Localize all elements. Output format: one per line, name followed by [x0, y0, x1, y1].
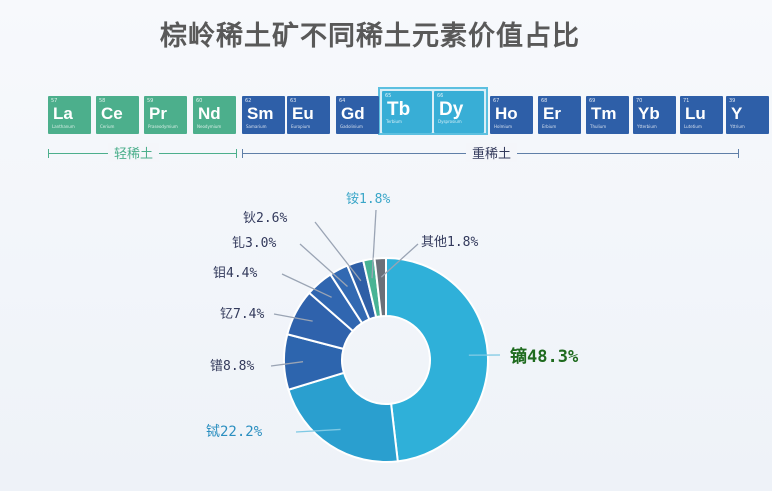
slice-label: 钼4.4%: [213, 266, 257, 281]
element-symbol: Y: [731, 104, 743, 123]
element-name: Holmium: [494, 124, 513, 129]
leader-line: [295, 428, 341, 433]
element-tile-er: 68 Er Erbium: [538, 96, 581, 134]
element-symbol: Tb: [387, 99, 411, 120]
leader-line: [371, 209, 377, 279]
element-tile-nd: 60 Nd Neodymium: [193, 96, 236, 134]
leader-line: [281, 273, 332, 298]
element-name: Lanthanum: [52, 124, 75, 129]
element-tile-yb: 70 Yb Ytterbium: [633, 96, 676, 134]
heavy-group-label: 重稀土: [466, 143, 518, 162]
element-tile-tb: 65 Tb Terbium: [382, 91, 432, 133]
element-tile-ce: 58 Ce Cerium: [96, 96, 139, 134]
element-symbol: La: [53, 104, 73, 123]
element-tile-gd: 64 Gd Gadolinium: [336, 96, 379, 134]
element-number: 59: [147, 98, 154, 104]
element-tile-dy: 66 Dy Dysprosium: [434, 91, 484, 133]
element-number: 63: [290, 98, 297, 104]
heavy-group-end-tick: [738, 149, 739, 158]
leader-line: [380, 243, 419, 278]
element-symbol: Eu: [292, 104, 314, 123]
element-name: Erbium: [542, 124, 557, 129]
element-name: Gadolinium: [340, 124, 363, 129]
donut-slice: [385, 256, 489, 463]
element-name: Ytterbium: [637, 124, 657, 129]
element-tile-y: 39 Y Yttrium: [726, 96, 769, 134]
element-tile-eu: 63 Eu Europium: [287, 96, 330, 134]
element-symbol: Ho: [495, 104, 518, 123]
element-symbol: Lu: [685, 104, 706, 123]
leader-line: [273, 313, 313, 322]
slice-label: 其他1.8%: [421, 235, 478, 250]
donut-slice: [373, 256, 387, 318]
element-name: Cerium: [100, 124, 115, 129]
light-group-end-tick: [236, 149, 237, 158]
element-tile-lu: 71 Lu Lutetium: [680, 96, 723, 134]
element-number: 58: [99, 98, 106, 104]
slice-label: 钬2.6%: [243, 211, 287, 226]
slice-label: 铽22.2%: [206, 424, 263, 440]
element-number: 66: [437, 93, 444, 99]
element-number: 69: [589, 98, 596, 104]
leader-line: [314, 221, 362, 282]
element-number: 62: [245, 98, 252, 104]
element-tile-tm: 69 Tm Thulium: [586, 96, 629, 134]
element-name: Thulium: [590, 124, 607, 129]
element-symbol: Ce: [101, 104, 123, 123]
slice-label: 钆3.0%: [232, 236, 276, 251]
element-name: Samarium: [246, 124, 267, 129]
slice-label: 镨8.8%: [210, 359, 254, 374]
element-name: Lutetium: [684, 124, 702, 129]
element-name: Terbium: [386, 119, 402, 124]
element-symbol: Er: [543, 104, 561, 123]
light-group-label: 轻稀土: [108, 143, 160, 162]
leader-line: [299, 243, 348, 287]
element-tile-la: 57 La Lanthanum: [48, 96, 91, 134]
slice-label: 钇7.4%: [220, 307, 264, 322]
element-symbol: Dy: [439, 99, 464, 120]
leader-line: [270, 361, 304, 367]
chart-title: 棕岭稀土矿不同稀土元素价值占比: [160, 21, 580, 52]
element-name: Praseodymium: [148, 124, 178, 129]
element-number: 71: [683, 98, 690, 104]
element-symbol: Gd: [341, 104, 365, 123]
element-symbol: Sm: [247, 104, 274, 123]
element-tile-ho: 67 Ho Holmium: [490, 96, 533, 134]
element-number: 64: [339, 98, 346, 104]
element-name: Europium: [291, 124, 311, 129]
element-symbol: Tm: [591, 104, 617, 123]
element-name: Neodymium: [197, 124, 222, 129]
element-name: Yttrium: [730, 124, 745, 129]
periodic-table-strip: 57 La Lanthanum 58 Ce Cerium 59 Pr Praseodymium 6…: [0, 88, 772, 136]
element-number: 39: [729, 98, 736, 104]
element-number: 65: [385, 93, 392, 99]
element-symbol: Nd: [198, 104, 221, 123]
element-number: 57: [51, 98, 58, 104]
element-tile-sm: 62 Sm Samarium: [242, 96, 285, 134]
element-number: 67: [493, 98, 500, 104]
slice-label: 镝48.3%: [510, 346, 579, 367]
slice-label: 铵1.8%: [346, 192, 390, 207]
donut-slice: [287, 371, 399, 463]
element-symbol: Pr: [149, 104, 167, 123]
element-name: Dysprosium: [438, 119, 462, 124]
element-symbol: Yb: [638, 104, 660, 123]
element-number: 68: [541, 98, 548, 104]
element-number: 70: [636, 98, 643, 104]
element-tile-pr: 59 Pr Praseodymium: [144, 96, 187, 134]
element-number: 60: [196, 98, 203, 104]
